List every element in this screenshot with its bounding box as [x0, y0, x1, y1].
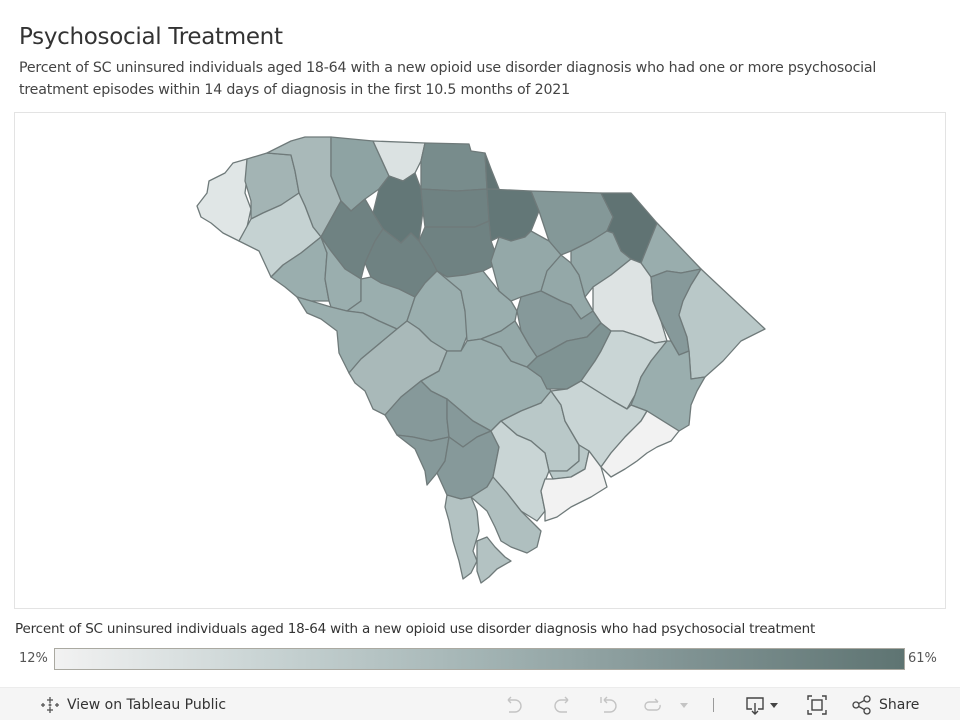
legend-max-label: 61%: [908, 651, 937, 666]
refresh-dropdown-button[interactable]: [679, 688, 689, 720]
download-icon: [744, 694, 766, 716]
view-on-tableau-public-link[interactable]: View on Tableau Public: [40, 688, 226, 720]
county-region[interactable]: [196, 158, 252, 242]
sc-county-map[interactable]: [15, 113, 947, 610]
county-region[interactable]: [436, 270, 518, 342]
dropdown-caret-icon: [679, 700, 689, 710]
download-button[interactable]: [744, 688, 779, 720]
legend-title: Percent of SC uninsured individuals aged…: [15, 621, 816, 637]
refresh-icon: [642, 695, 664, 715]
county-region[interactable]: [516, 290, 602, 358]
undo-icon: [503, 695, 525, 715]
county-region[interactable]: [630, 340, 706, 432]
legend-min-label: 12%: [19, 651, 48, 666]
tableau-toolbar: View on Tableau Public: [0, 687, 960, 720]
revert-button[interactable]: [598, 688, 620, 720]
fullscreen-button[interactable]: [806, 688, 828, 720]
county-region[interactable]: [444, 494, 480, 580]
county-region[interactable]: [420, 142, 488, 192]
redo-button[interactable]: [551, 688, 573, 720]
toolbar-divider: [713, 698, 714, 712]
download-caret-icon: [769, 700, 779, 710]
page-title: Psychosocial Treatment: [19, 24, 283, 50]
county-region[interactable]: [420, 188, 490, 228]
undo-button[interactable]: [503, 688, 525, 720]
tableau-logo-icon: [40, 695, 60, 715]
choropleth-map[interactable]: [14, 112, 946, 609]
redo-icon: [551, 695, 573, 715]
refresh-button[interactable]: [642, 688, 664, 720]
view-on-tableau-public-label: View on Tableau Public: [67, 696, 227, 713]
legend-color-ramp: [54, 648, 905, 670]
revert-icon: [598, 695, 620, 715]
county-region[interactable]: [484, 152, 500, 190]
fullscreen-icon: [806, 694, 828, 716]
county-region[interactable]: [470, 476, 542, 554]
share-icon: [852, 694, 872, 715]
share-button[interactable]: Share: [852, 688, 919, 720]
county-region[interactable]: [540, 450, 608, 522]
page-subtitle: Percent of SC uninsured individuals aged…: [19, 60, 877, 98]
county-region[interactable]: [320, 198, 384, 280]
county-region[interactable]: [600, 410, 680, 478]
share-label: Share: [879, 696, 920, 713]
county-region[interactable]: [678, 268, 766, 380]
county-region[interactable]: [476, 536, 512, 584]
